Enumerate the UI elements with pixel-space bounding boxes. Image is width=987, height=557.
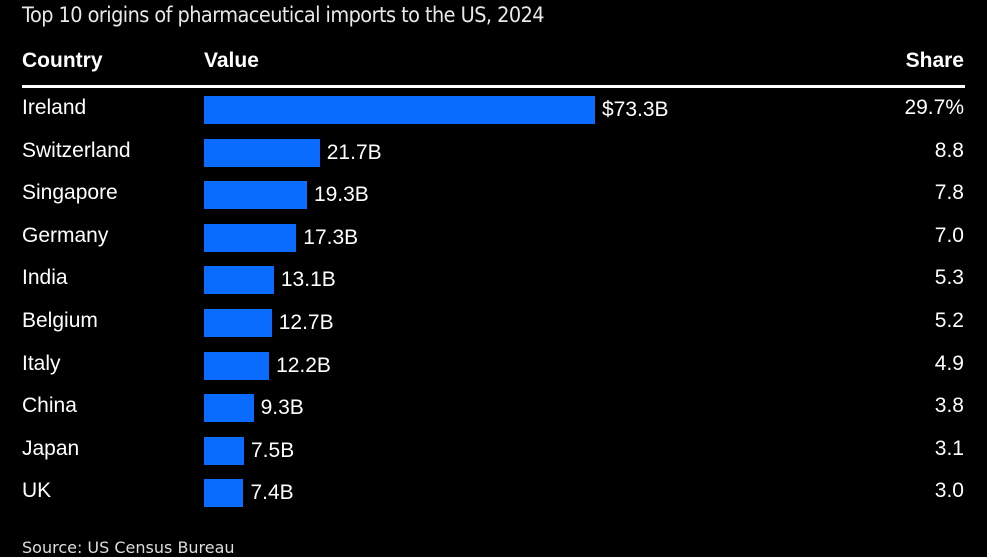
share-label: 7.8 [934,181,964,205]
table-row: Switzerland 21.7B 8.8 [0,137,987,179]
share-label: 8.8 [934,138,964,162]
value-label: 19.3B [313,183,369,207]
value-label: 9.3B [260,396,304,420]
bar [204,266,274,295]
table-row: Singapore 19.3B 7.8 [0,179,987,221]
value-label: 13.1B [280,268,336,292]
share-label: 3.1 [934,436,964,460]
share-label: 29.7% [904,96,964,119]
country-label: Switzerland [22,138,131,162]
table-row: India 13.1B 5.3 [0,264,987,306]
header-country: Country [22,49,103,72]
bar [204,309,272,337]
country-label: Germany [22,223,109,247]
bar [204,138,320,167]
value-label: $73.3B [602,98,669,121]
chart-title: Top 10 origins of pharmaceutical imports… [22,3,545,27]
country-label: India [22,266,68,290]
value-label: 12.7B [278,311,334,334]
header-share: Share [905,49,964,72]
table-row: Belgium 12.7B 5.2 [0,307,987,349]
share-label: 3.0 [934,479,964,503]
country-label: Japan [22,436,80,460]
share-label: 3.8 [934,394,964,418]
table-row: Ireland $73.3B 29.7% [0,94,987,136]
bar [204,394,254,423]
table-row: Germany 17.3B 7.0 [0,222,987,264]
bar [204,181,307,210]
header-value: Value [204,49,259,72]
table-row: Japan 7.5B 3.1 [0,435,987,477]
value-label: 12.2B [276,353,331,377]
country-label: China [22,394,77,418]
value-label: 7.5B [251,438,295,462]
value-label: 17.3B [303,225,359,249]
value-label: 21.7B [326,140,382,164]
value-label: 7.4B [250,481,294,505]
source-note: Source: US Census Bureau [22,538,235,557]
bar [204,436,244,465]
bar [204,351,270,380]
table-row: China 9.3B 3.8 [0,392,987,434]
bar [204,96,595,124]
header-divider [22,85,965,88]
bar [204,479,244,508]
share-label: 7.0 [934,223,964,247]
country-label: Italy [22,351,61,375]
country-label: Ireland [22,96,87,119]
share-label: 4.9 [934,351,964,375]
bar [204,223,297,252]
table-row: Italy 12.2B 4.9 [0,350,987,392]
country-label: UK [22,479,52,503]
share-label: 5.2 [934,309,964,332]
country-label: Belgium [22,309,98,332]
share-label: 5.3 [934,266,964,290]
table-row: UK 7.4B 3.0 [0,477,987,519]
country-label: Singapore [22,181,118,205]
